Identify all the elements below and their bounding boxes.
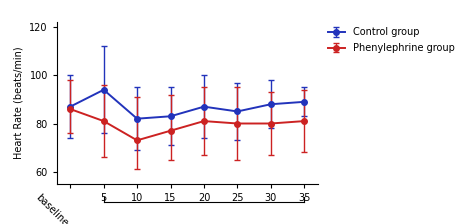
Legend: Control group, Phenylephrine group: Control group, Phenylephrine group (328, 27, 455, 53)
Y-axis label: Heart Rate (beats/min): Heart Rate (beats/min) (14, 47, 24, 159)
